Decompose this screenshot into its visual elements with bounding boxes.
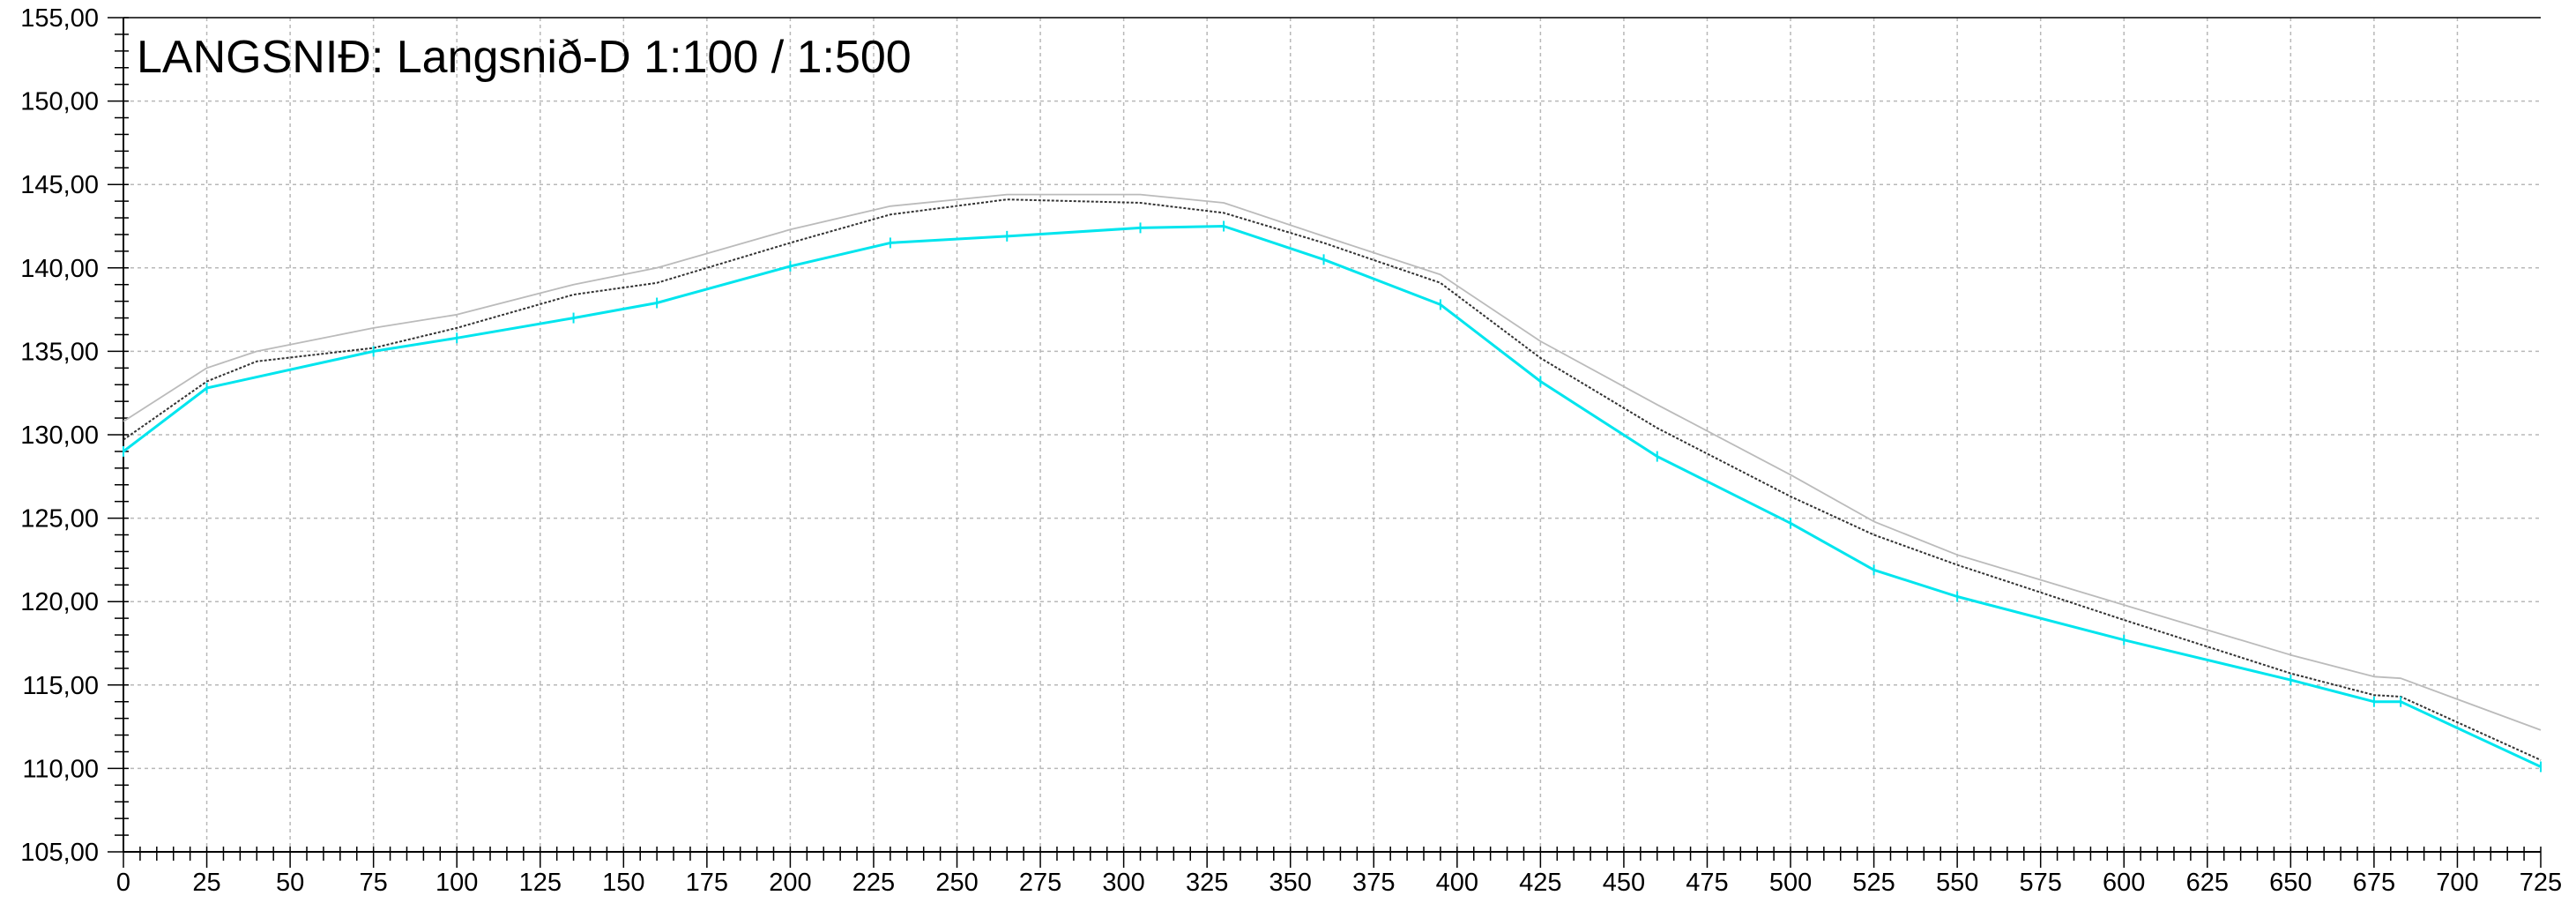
- x-tick-label: 300: [1102, 869, 1144, 897]
- x-tick-label: 125: [519, 869, 562, 897]
- x-tick-label: 650: [2269, 869, 2312, 897]
- y-tick-label: 140,00: [20, 255, 99, 283]
- y-tick-label: 105,00: [20, 839, 99, 867]
- chart-title: LANGSNIÐ: Langsnið-D 1:100 / 1:500: [137, 32, 912, 83]
- x-tick-label: 425: [1519, 869, 1561, 897]
- x-tick-label: 475: [1686, 869, 1728, 897]
- series-layer: [123, 193, 2542, 772]
- x-tick-label: 225: [852, 869, 895, 897]
- x-tick-label: 0: [116, 869, 130, 897]
- x-tick-label: 550: [1936, 869, 1978, 897]
- x-tick-label: 250: [935, 869, 978, 897]
- y-tick-label: 135,00: [20, 338, 99, 366]
- x-tick-label: 200: [769, 869, 811, 897]
- x-tick-label: 600: [2103, 869, 2145, 897]
- x-tick-label: 150: [602, 869, 644, 897]
- y-tick-label: 130,00: [20, 422, 99, 450]
- x-tick-label: 625: [2186, 869, 2229, 897]
- series-line-1: [123, 198, 2542, 761]
- x-tick-label: 700: [2436, 869, 2478, 897]
- x-tick-label: 100: [436, 869, 478, 897]
- x-tick-label: 450: [1603, 869, 1645, 897]
- x-tick-label: 675: [2353, 869, 2395, 897]
- x-tick-label: 375: [1352, 869, 1395, 897]
- grid-layer: [123, 18, 2541, 852]
- x-tick-label: 275: [1019, 869, 1061, 897]
- x-tick-label: 75: [360, 869, 388, 897]
- y-tick-label: 150,00: [20, 88, 99, 116]
- x-tick-label: 50: [276, 869, 304, 897]
- y-tick-label: 115,00: [22, 672, 99, 700]
- y-tick-label: 145,00: [20, 171, 99, 199]
- x-tick-label: 25: [192, 869, 220, 897]
- series-line-0: [123, 193, 2542, 731]
- x-tick-label: 400: [1436, 869, 1478, 897]
- y-tick-label: 120,00: [20, 588, 99, 616]
- x-tick-label: 525: [1852, 869, 1895, 897]
- y-tick-label: 125,00: [20, 505, 99, 534]
- x-tick-label: 575: [2019, 869, 2061, 897]
- x-tick-label: 350: [1269, 869, 1312, 897]
- y-tick-label: 110,00: [22, 755, 99, 783]
- x-tick-label: 500: [1769, 869, 1812, 897]
- x-tick-label: 725: [2520, 869, 2562, 897]
- axes-layer: 0 25 50 75 100 125 150 175 200 225 250 275 300 325 350…: [20, 4, 2562, 897]
- x-tick-label: 175: [686, 869, 728, 897]
- x-tick-label: 325: [1186, 869, 1228, 897]
- y-tick-label: 155,00: [20, 4, 99, 33]
